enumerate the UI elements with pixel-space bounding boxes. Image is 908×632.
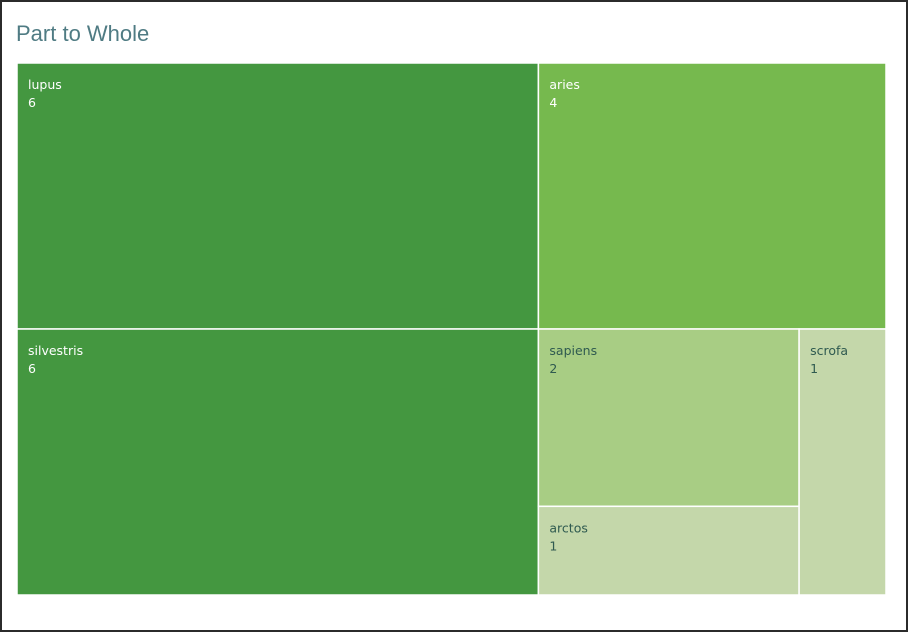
tile-rect-sapiens[interactable] (537, 328, 800, 508)
tile-label-sapiens: sapiens (549, 343, 597, 358)
tile-value-sapiens: 2 (549, 361, 557, 376)
tile-silvestris[interactable]: silvestris 6 (16, 328, 540, 596)
tile-value-lupus: 6 (28, 95, 36, 110)
tile-aries[interactable]: aries 4 (537, 62, 887, 330)
tile-label-arctos: arctos (549, 520, 587, 535)
tile-scrofa[interactable]: scrofa 1 (798, 328, 887, 596)
tile-lupus[interactable]: lupus 6 (16, 62, 540, 330)
tile-label-lupus: lupus (28, 77, 62, 92)
tile-rect-aries[interactable] (537, 62, 887, 330)
tile-label-scrofa: scrofa (810, 343, 848, 358)
tile-label-aries: aries (549, 77, 579, 92)
tile-value-silvestris: 6 (28, 361, 36, 376)
tile-arctos[interactable]: arctos 1 (537, 505, 800, 596)
tile-rect-lupus[interactable] (16, 62, 540, 330)
tile-rect-silvestris[interactable] (16, 328, 540, 596)
tile-rect-scrofa[interactable] (798, 328, 887, 596)
tile-rect-arctos[interactable] (537, 505, 800, 596)
tile-label-silvestris: silvestris (28, 343, 83, 358)
tile-value-arctos: 1 (549, 538, 557, 553)
tile-sapiens[interactable]: sapiens 2 (537, 328, 800, 508)
tile-value-aries: 4 (549, 95, 557, 110)
tile-value-scrofa: 1 (810, 361, 818, 376)
chart-title: Part to Whole (16, 21, 150, 46)
